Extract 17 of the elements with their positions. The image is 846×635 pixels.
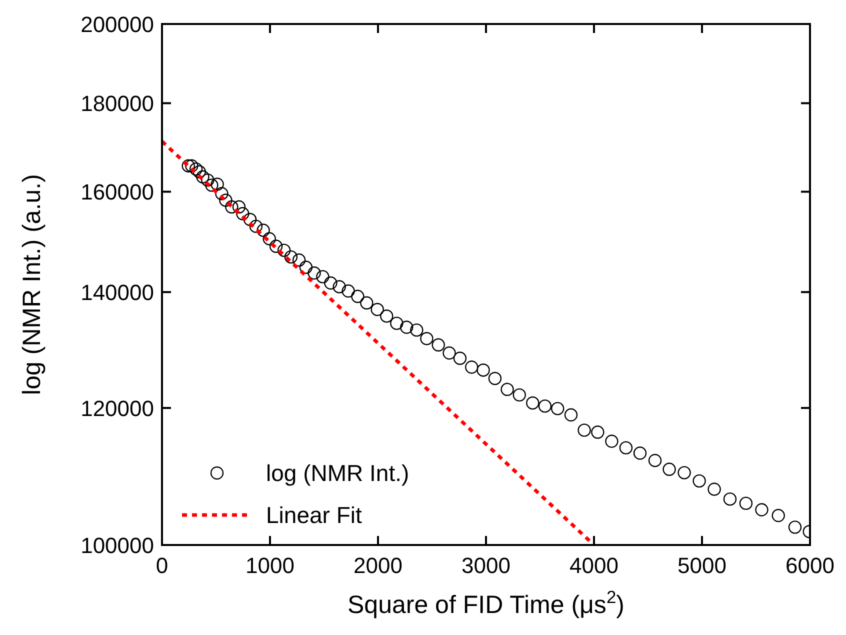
y-tick-label: 100000 <box>80 533 154 558</box>
y-tick-label: 180000 <box>80 91 154 116</box>
x-tick-label: 3000 <box>462 553 510 578</box>
x-tick-label: 5000 <box>678 553 726 578</box>
x-tick-label: 4000 <box>570 553 618 578</box>
legend-label: Linear Fit <box>266 502 362 528</box>
y-tick-label: 160000 <box>80 180 154 205</box>
y-tick-label: 120000 <box>80 396 154 421</box>
x-tick-label: 0 <box>156 553 168 578</box>
y-tick-label: 140000 <box>80 280 154 306</box>
legend-label: log (NMR Int.) <box>266 460 410 486</box>
x-axis-title: Square of FID Time (μs$^{2}$) <box>348 587 624 619</box>
y-axis-title: log (NMR Int.) (a.u.) <box>18 174 46 395</box>
x-tick-label: 6000 <box>786 553 834 578</box>
y-tick-label: 200000 <box>80 12 154 37</box>
x-tick-label: 1000 <box>246 553 294 578</box>
x-tick-label: 2000 <box>354 553 402 578</box>
